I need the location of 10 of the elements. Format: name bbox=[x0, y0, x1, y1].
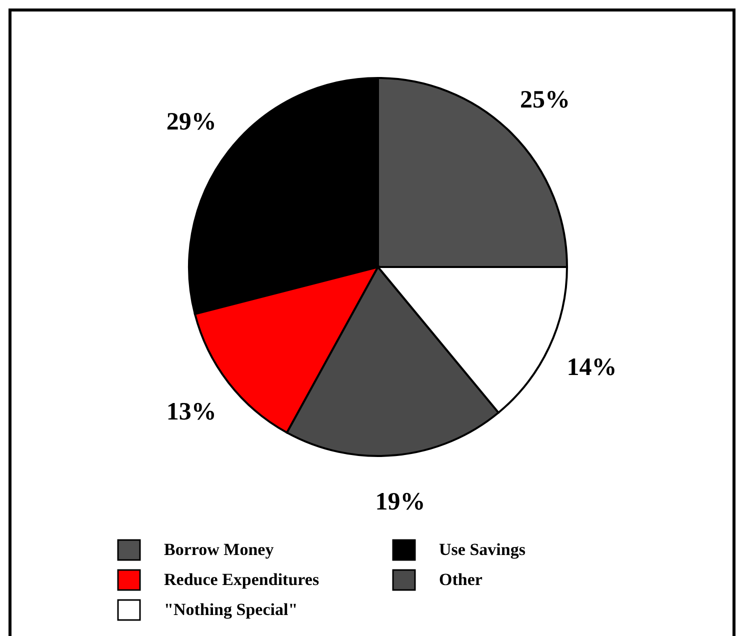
legend-label: Use Savings bbox=[439, 540, 526, 559]
data-label: 14% bbox=[566, 354, 617, 382]
legend-label: Other bbox=[439, 570, 483, 589]
legend-label: Borrow Money bbox=[164, 540, 274, 559]
legend-label: Reduce Expenditures bbox=[164, 570, 320, 589]
legend-label: "Nothing Special" bbox=[164, 600, 298, 619]
data-label: 25% bbox=[520, 86, 570, 114]
data-label: 19% bbox=[375, 488, 426, 516]
data-label: 13% bbox=[166, 398, 216, 426]
data-label: 29% bbox=[166, 108, 216, 136]
